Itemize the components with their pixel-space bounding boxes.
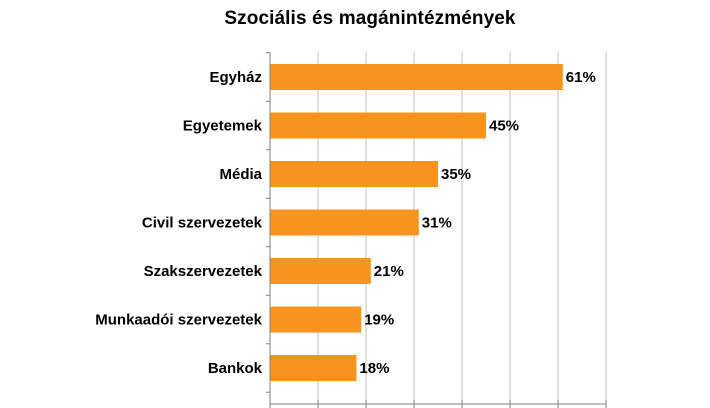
category-label-5: Szakszervezetek xyxy=(144,263,263,280)
value-label-1: 61% xyxy=(566,69,596,86)
value-label-4: 31% xyxy=(422,215,452,232)
chart-title: Szociális és magánintézmények xyxy=(224,8,516,29)
value-label-7: 18% xyxy=(359,360,389,377)
category-label-1: Egyház xyxy=(209,69,262,86)
value-label-5: 21% xyxy=(374,263,404,280)
bar-3 xyxy=(270,161,438,187)
category-label-4: Civil szervezetek xyxy=(142,215,263,232)
bar-7 xyxy=(270,355,357,381)
category-label-2: Egyetemek xyxy=(183,118,263,135)
value-label-2: 45% xyxy=(489,118,519,135)
bar-1 xyxy=(270,64,563,90)
axes xyxy=(266,52,607,408)
bars xyxy=(270,64,563,381)
bar-4 xyxy=(270,209,419,236)
category-label-6: Munkaadói szervezetek xyxy=(95,312,262,329)
bar-2 xyxy=(270,112,486,139)
value-label-3: 35% xyxy=(441,166,471,183)
category-label-7: Bankok xyxy=(208,360,263,377)
value-label-6: 19% xyxy=(364,312,394,329)
bar-5 xyxy=(270,258,371,284)
labels: Egyház 61% Egyetemek 45% Média 35% Civil szerv… xyxy=(95,69,596,377)
bar-6 xyxy=(270,306,362,333)
category-label-3: Média xyxy=(219,166,262,183)
